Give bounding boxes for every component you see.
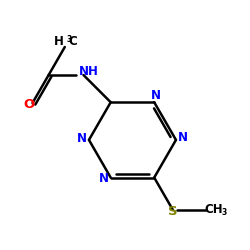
Text: N: N [150, 89, 160, 102]
Text: C: C [69, 35, 78, 48]
Text: H: H [54, 35, 64, 48]
Text: N: N [77, 132, 87, 145]
Text: NH: NH [78, 65, 98, 78]
Text: 3: 3 [66, 35, 71, 44]
Text: S: S [168, 205, 178, 218]
Text: N: N [178, 132, 188, 144]
Text: N: N [99, 172, 109, 185]
Text: O: O [23, 98, 34, 112]
Text: CH: CH [204, 203, 223, 216]
Text: 3: 3 [222, 208, 227, 217]
